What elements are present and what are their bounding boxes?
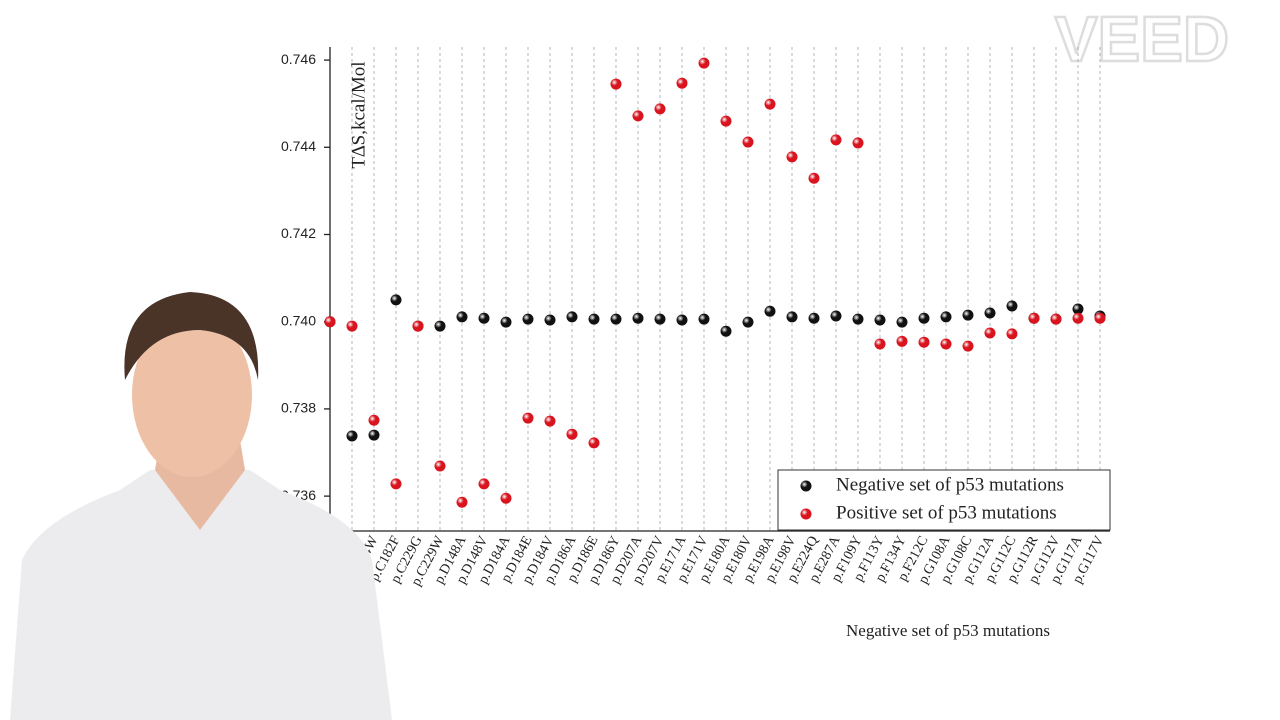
point bbox=[522, 412, 534, 424]
point bbox=[962, 309, 974, 321]
point bbox=[676, 314, 688, 326]
point bbox=[456, 311, 468, 323]
presenter bbox=[10, 292, 392, 720]
point bbox=[588, 437, 600, 449]
point bbox=[544, 314, 556, 326]
point bbox=[654, 103, 666, 115]
point bbox=[588, 313, 600, 325]
point bbox=[720, 115, 732, 127]
point bbox=[940, 338, 952, 350]
point bbox=[566, 311, 578, 323]
point bbox=[786, 311, 798, 323]
point bbox=[632, 312, 644, 324]
point bbox=[764, 305, 776, 317]
point bbox=[720, 325, 732, 337]
x-axis-title: Negative set of p53 mutations bbox=[846, 621, 1050, 640]
point bbox=[896, 316, 908, 328]
y-tick-label: 0.740 bbox=[281, 312, 316, 328]
legend-label: Positive set of p53 mutations bbox=[836, 502, 1057, 523]
point bbox=[830, 310, 842, 322]
point bbox=[984, 307, 996, 319]
point bbox=[478, 312, 490, 324]
point bbox=[940, 311, 952, 323]
point bbox=[544, 415, 556, 427]
point bbox=[808, 312, 820, 324]
point bbox=[764, 98, 776, 110]
point bbox=[874, 338, 886, 350]
point bbox=[632, 110, 644, 122]
legend-marker bbox=[800, 508, 812, 520]
point bbox=[742, 136, 754, 148]
point bbox=[830, 134, 842, 146]
legend-box bbox=[777, 469, 1111, 531]
hair bbox=[124, 292, 259, 380]
point bbox=[478, 478, 490, 490]
point bbox=[852, 137, 864, 149]
point bbox=[368, 429, 380, 441]
legend-marker bbox=[800, 480, 812, 492]
point bbox=[522, 313, 534, 325]
point bbox=[1006, 328, 1018, 340]
point bbox=[434, 320, 446, 332]
point bbox=[1072, 312, 1084, 324]
point bbox=[852, 313, 864, 325]
point bbox=[324, 316, 336, 328]
point bbox=[962, 340, 974, 352]
point bbox=[742, 316, 754, 328]
point bbox=[368, 414, 380, 426]
point bbox=[566, 428, 578, 440]
point bbox=[698, 57, 710, 69]
point bbox=[918, 336, 930, 348]
point bbox=[456, 496, 468, 508]
point bbox=[808, 172, 820, 184]
point bbox=[786, 151, 798, 163]
y-tick-label: 0.738 bbox=[281, 400, 316, 416]
point bbox=[610, 313, 622, 325]
legend-label: Negative set of p53 mutations bbox=[836, 474, 1064, 495]
point bbox=[346, 320, 358, 332]
y-tick-label: 0.744 bbox=[281, 138, 316, 154]
point bbox=[412, 320, 424, 332]
point bbox=[654, 313, 666, 325]
point bbox=[610, 78, 622, 90]
y-axis-title: T∆S,kcal/Mol bbox=[348, 61, 369, 168]
point bbox=[1050, 313, 1062, 325]
shirt bbox=[10, 470, 392, 720]
y-tick-label: 0.742 bbox=[281, 225, 316, 241]
point bbox=[1028, 312, 1040, 324]
point bbox=[896, 335, 908, 347]
watermark: VEED bbox=[1055, 3, 1229, 75]
face bbox=[132, 313, 252, 477]
point bbox=[1072, 303, 1084, 315]
point bbox=[918, 312, 930, 324]
y-tick-label: 0.746 bbox=[281, 51, 316, 67]
plot: 0.7360.7380.7400.7420.7440.746F24Wp.C182… bbox=[281, 47, 1111, 589]
point bbox=[390, 478, 402, 490]
point bbox=[390, 294, 402, 306]
point bbox=[434, 460, 446, 472]
point bbox=[1094, 312, 1106, 324]
point bbox=[698, 313, 710, 325]
point bbox=[1006, 300, 1018, 312]
point bbox=[500, 316, 512, 328]
point bbox=[676, 77, 688, 89]
point bbox=[874, 314, 886, 326]
point bbox=[346, 430, 358, 442]
point bbox=[984, 327, 996, 339]
point bbox=[500, 492, 512, 504]
